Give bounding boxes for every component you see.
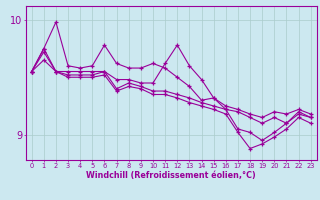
X-axis label: Windchill (Refroidissement éolien,°C): Windchill (Refroidissement éolien,°C) xyxy=(86,171,256,180)
